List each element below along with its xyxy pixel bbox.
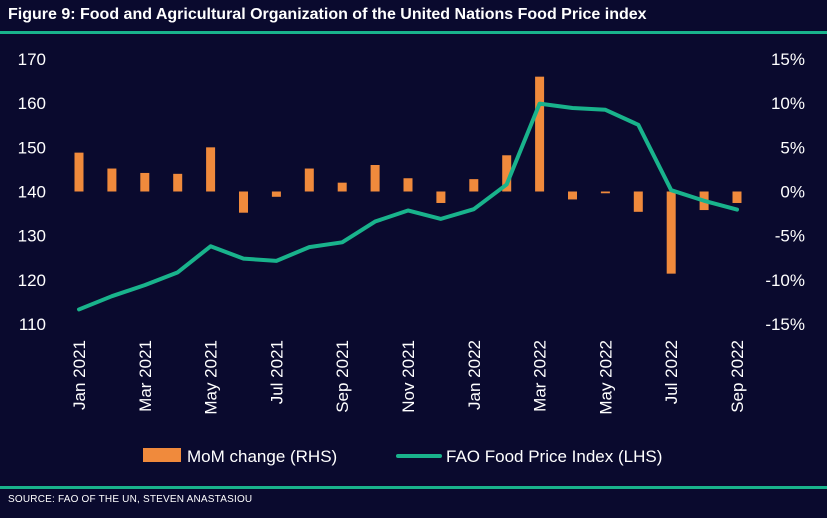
right-axis-tick-label: 5%: [780, 138, 805, 157]
left-axis-tick-label: 140: [18, 183, 46, 202]
bar-mom-change: [502, 155, 512, 192]
x-axis-tick-label: May 2022: [596, 340, 615, 415]
right-axis-tick-label: -10%: [765, 271, 805, 290]
x-axis-tick-label: May 2021: [202, 340, 221, 415]
left-axis-tick-label: 150: [18, 138, 46, 157]
chart-title: Figure 9: Food and Agricultural Organiza…: [8, 6, 647, 23]
legend-label-line: FAO Food Price Index (LHS): [446, 447, 662, 466]
left-axis-tick-label: 130: [18, 227, 46, 246]
bar-mom-change: [403, 178, 413, 192]
x-axis-tick-label: Jan 2021: [70, 340, 89, 410]
legend-label-bars: MoM change (RHS): [187, 447, 337, 466]
left-axis-tick-label: 120: [18, 271, 46, 290]
bar-mom-change: [732, 191, 742, 203]
right-axis-tick-label: 10%: [771, 94, 805, 113]
bar-mom-change: [239, 191, 248, 213]
bar-mom-change: [206, 147, 216, 192]
bar-mom-change: [436, 191, 446, 203]
bar-mom-change: [337, 182, 347, 192]
bar-mom-change: [140, 172, 150, 192]
x-axis-tick-label: Mar 2021: [136, 340, 155, 412]
x-axis-tick-label: Jan 2022: [465, 340, 484, 410]
source-note: SOURCE: FAO OF THE UN, STEVEN ANASTASIOU: [8, 494, 253, 505]
x-axis-tick-label: Jul 2021: [267, 340, 286, 404]
bar-mom-change: [107, 168, 117, 192]
right-axis-tick-label: 15%: [771, 50, 805, 69]
bar-mom-change: [74, 152, 84, 192]
bar-mom-change: [600, 191, 610, 194]
bar-mom-change: [633, 191, 643, 212]
footer-divider: [0, 486, 827, 489]
chart-area: 110 120 130 140 150 160 170 -15% -10% -5% 0% 5% 10% 1…: [18, 50, 805, 466]
bar-mom-change: [271, 191, 281, 197]
legend-swatch-bars: [143, 448, 181, 462]
left-axis-tick-label: 170: [18, 50, 46, 69]
x-axis-tick-label: Sep 2022: [728, 340, 747, 413]
bar-mom-change: [304, 168, 314, 192]
left-axis-tick-label: 160: [18, 94, 46, 113]
x-axis-tick-label: Mar 2022: [531, 340, 550, 412]
title-bar: Figure 9: Food and Agricultural Organiza…: [0, 0, 827, 34]
right-axis-tick-label: -5%: [775, 227, 805, 246]
bar-mom-change: [469, 179, 479, 192]
bar-mom-change: [568, 191, 577, 200]
x-axis-tick-label: Nov 2021: [399, 340, 418, 413]
right-axis-tick-label: 0%: [780, 183, 805, 202]
bar-mom-change: [535, 76, 545, 192]
right-axis-tick-label: -15%: [765, 315, 805, 334]
bar-mom-change: [370, 165, 380, 192]
left-axis-tick-label: 110: [19, 315, 46, 334]
bar-mom-change: [173, 173, 183, 192]
x-axis-tick-label: Jul 2022: [662, 340, 681, 404]
bar-mom-change: [666, 191, 676, 274]
x-axis-tick-label: Sep 2021: [333, 340, 352, 413]
